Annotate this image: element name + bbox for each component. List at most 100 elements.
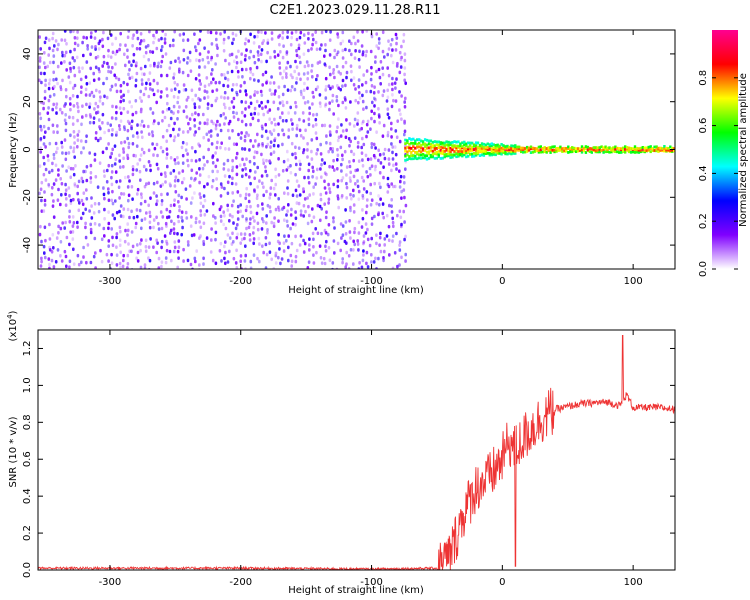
heatmap-cell: [176, 214, 180, 219]
heatmap-cell: [122, 150, 125, 154]
heatmap-cell: [421, 142, 425, 146]
heatmap-cell: [230, 242, 234, 246]
heatmap-cell: [198, 192, 202, 196]
heatmap-cell: [240, 52, 243, 56]
heatmap-cell: [386, 107, 390, 111]
heatmap-cell: [39, 224, 42, 229]
heatmap-cell: [289, 253, 293, 258]
heatmap-cell: [657, 150, 660, 153]
heatmap-cell: [257, 118, 260, 123]
heatmap-cell: [264, 70, 268, 75]
heatmap-cell: [431, 140, 435, 144]
heatmap-cell: [520, 150, 523, 154]
heatmap-cell: [606, 150, 609, 153]
heatmap-cell: [349, 179, 352, 183]
heatmap-cell: [362, 142, 366, 147]
heatmap-cell: [294, 259, 298, 264]
heatmap-cell: [140, 119, 144, 124]
heatmap-cell: [185, 197, 188, 201]
heatmap-cell: [388, 203, 391, 208]
heatmap-cell: [173, 135, 177, 139]
heatmap-cell: [177, 200, 180, 204]
heatmap-cell: [328, 130, 332, 134]
heatmap-cell: [281, 142, 284, 147]
heatmap-cell: [60, 259, 64, 263]
heatmap-cell: [172, 76, 175, 80]
heatmap-cell: [315, 136, 319, 141]
heatmap-cell: [370, 116, 373, 121]
heatmap-cell: [139, 66, 143, 71]
heatmap-cell: [43, 190, 46, 194]
heatmap-cell: [50, 168, 54, 173]
heatmap-cell: [390, 135, 393, 139]
heatmap-cell: [306, 86, 309, 91]
heatmap-cell: [166, 164, 169, 169]
heatmap-cell: [641, 149, 644, 153]
heatmap-cell: [227, 35, 230, 40]
heatmap-cell: [110, 151, 113, 156]
heatmap-cell: [328, 101, 331, 105]
heatmap-cell: [410, 138, 413, 141]
heatmap-cell: [61, 221, 64, 225]
heatmap-cell: [482, 154, 486, 157]
heatmap-cell: [427, 152, 431, 156]
heatmap-cell: [155, 30, 158, 34]
heatmap-cell: [218, 249, 222, 253]
heatmap-cell: [663, 149, 666, 153]
heatmap-cell: [474, 147, 478, 150]
heatmap-cell: [194, 159, 198, 163]
heatmap-cell: [467, 147, 470, 151]
heatmap-cell: [90, 204, 93, 208]
heatmap-cell: [118, 225, 122, 230]
heatmap-cell: [387, 157, 391, 161]
heatmap-cell: [278, 115, 282, 120]
heatmap-cell: [139, 265, 143, 269]
heatmap-cell: [149, 87, 152, 91]
heatmap-cell: [324, 244, 327, 249]
heatmap-cell: [276, 107, 280, 111]
heatmap-cell: [198, 38, 202, 42]
heatmap-cell: [249, 181, 252, 186]
heatmap-cell: [210, 119, 213, 124]
heatmap-cell: [132, 52, 136, 57]
heatmap-cell: [348, 122, 352, 126]
heatmap-cell: [132, 33, 135, 37]
heatmap-cell: [101, 150, 105, 155]
heatmap-cell: [207, 147, 210, 152]
heatmap-cell: [406, 158, 409, 161]
heatmap-cell: [287, 111, 290, 115]
heatmap-cell: [370, 109, 373, 114]
heatmap-cell: [139, 89, 142, 94]
heatmap-cell: [126, 266, 129, 269]
heatmap-cell: [69, 69, 72, 74]
heatmap-cell: [580, 150, 584, 154]
heatmap-cell: [336, 184, 340, 189]
heatmap-cell: [61, 164, 64, 168]
heatmap-cell: [364, 53, 368, 58]
heatmap-cell: [590, 147, 593, 151]
heatmap-cell: [290, 141, 294, 146]
heatmap-cell: [433, 146, 437, 150]
heatmap-cell: [90, 90, 94, 95]
heatmap-cell: [130, 104, 133, 109]
heatmap-cell: [93, 236, 97, 241]
heatmap-cell: [618, 147, 621, 150]
heatmap-cell: [368, 243, 372, 248]
heatmap-cell: [76, 30, 79, 34]
heatmap-cell: [488, 151, 491, 155]
heatmap-cell: [165, 87, 169, 91]
heatmap-cell: [160, 264, 163, 269]
heatmap-cell: [398, 209, 402, 214]
heatmap-cell: [387, 116, 391, 120]
heatmap-cell: [362, 179, 365, 183]
heatmap-cell: [194, 77, 198, 81]
heatmap-cell: [383, 156, 387, 161]
heatmap-cell: [262, 39, 265, 43]
heatmap-cell: [48, 262, 51, 267]
heatmap-cell: [391, 150, 394, 155]
heatmap-cell: [357, 85, 361, 89]
y-tick-label: 40: [22, 48, 33, 61]
heatmap-cell: [164, 32, 167, 37]
heatmap-cell: [297, 146, 301, 150]
heatmap-cell: [323, 62, 327, 66]
